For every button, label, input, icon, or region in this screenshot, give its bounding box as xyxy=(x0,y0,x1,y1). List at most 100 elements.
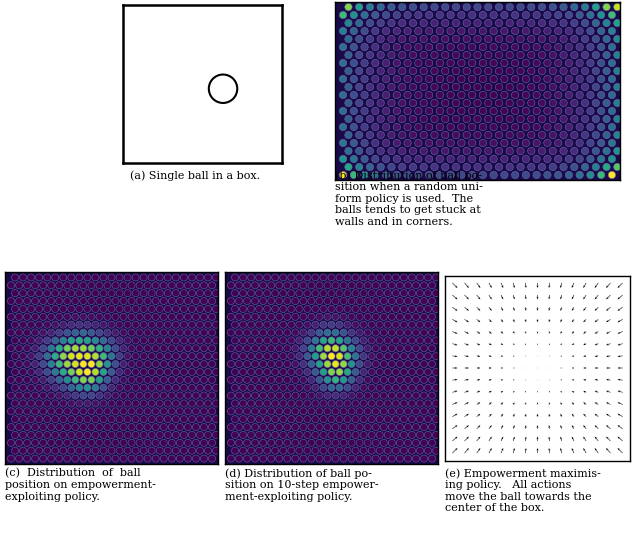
Point xyxy=(143,376,153,384)
Point xyxy=(387,51,397,60)
Point xyxy=(122,305,132,313)
Point xyxy=(318,352,328,360)
Point xyxy=(411,296,421,305)
Point xyxy=(99,320,109,329)
Point xyxy=(330,344,340,353)
Point xyxy=(370,107,380,115)
Point xyxy=(423,383,433,392)
Point xyxy=(191,376,201,384)
Point xyxy=(150,423,161,431)
Point xyxy=(94,360,104,369)
Point xyxy=(505,67,515,75)
Point xyxy=(294,367,305,376)
Point xyxy=(515,163,525,171)
Point xyxy=(370,43,380,51)
Point xyxy=(42,383,52,392)
Point xyxy=(586,59,596,67)
Point xyxy=(342,305,353,313)
Point xyxy=(379,313,389,321)
Point xyxy=(408,147,418,156)
Point xyxy=(424,75,434,83)
Point xyxy=(115,273,125,282)
Point xyxy=(207,391,217,400)
Point xyxy=(360,139,370,147)
Point xyxy=(397,83,407,92)
Point xyxy=(270,336,280,345)
Point xyxy=(159,391,169,400)
Point xyxy=(310,352,321,360)
Point xyxy=(191,296,201,305)
Point xyxy=(54,360,65,369)
Point xyxy=(175,313,185,321)
Point xyxy=(515,83,525,92)
Point xyxy=(90,447,100,455)
Point xyxy=(392,11,402,20)
Point xyxy=(338,43,348,51)
Point xyxy=(510,75,520,83)
Point xyxy=(376,67,386,75)
Point xyxy=(26,430,36,439)
Point xyxy=(586,91,596,99)
Point xyxy=(370,11,380,20)
Point xyxy=(586,11,596,20)
Point xyxy=(383,415,393,423)
Point xyxy=(445,171,456,179)
Point xyxy=(440,131,451,139)
Point xyxy=(392,154,402,163)
Point xyxy=(143,360,153,369)
Point xyxy=(575,91,585,99)
Point xyxy=(30,391,40,400)
Point xyxy=(395,313,405,321)
Point xyxy=(387,99,397,107)
Point xyxy=(415,305,425,313)
Point xyxy=(127,328,137,337)
Point xyxy=(472,131,483,139)
Point xyxy=(102,360,113,369)
Point xyxy=(86,423,97,431)
Point xyxy=(499,154,509,163)
Point xyxy=(440,147,451,156)
Point xyxy=(118,344,129,353)
Point xyxy=(602,35,612,43)
Point xyxy=(106,305,116,313)
Point xyxy=(349,107,359,115)
Point xyxy=(270,399,280,408)
Point xyxy=(349,27,359,35)
Point xyxy=(537,3,547,11)
Point xyxy=(298,313,308,321)
Point xyxy=(354,18,364,27)
Point xyxy=(131,336,141,345)
Point xyxy=(230,399,240,408)
Point xyxy=(381,171,391,179)
Point xyxy=(270,289,280,298)
Point xyxy=(166,454,177,463)
Point xyxy=(374,320,385,329)
Point xyxy=(365,3,375,11)
Point xyxy=(302,289,312,298)
Point xyxy=(440,99,451,107)
Point xyxy=(238,336,248,345)
Point xyxy=(374,415,385,423)
Point xyxy=(351,305,361,313)
Point xyxy=(335,415,345,423)
Point xyxy=(26,415,36,423)
Point xyxy=(199,296,209,305)
Point xyxy=(607,11,617,20)
Point xyxy=(349,171,359,179)
Point xyxy=(74,367,84,376)
Point xyxy=(397,3,407,11)
Point xyxy=(362,344,372,353)
Point xyxy=(370,171,380,179)
Point xyxy=(314,407,324,416)
Point xyxy=(330,328,340,337)
Point xyxy=(179,305,189,313)
Point xyxy=(477,154,488,163)
Point xyxy=(354,83,364,92)
Point xyxy=(510,139,520,147)
Point xyxy=(10,399,20,408)
Point xyxy=(6,328,16,337)
Point xyxy=(483,131,493,139)
Point xyxy=(521,122,531,131)
Point xyxy=(510,107,520,115)
Point xyxy=(34,273,44,282)
